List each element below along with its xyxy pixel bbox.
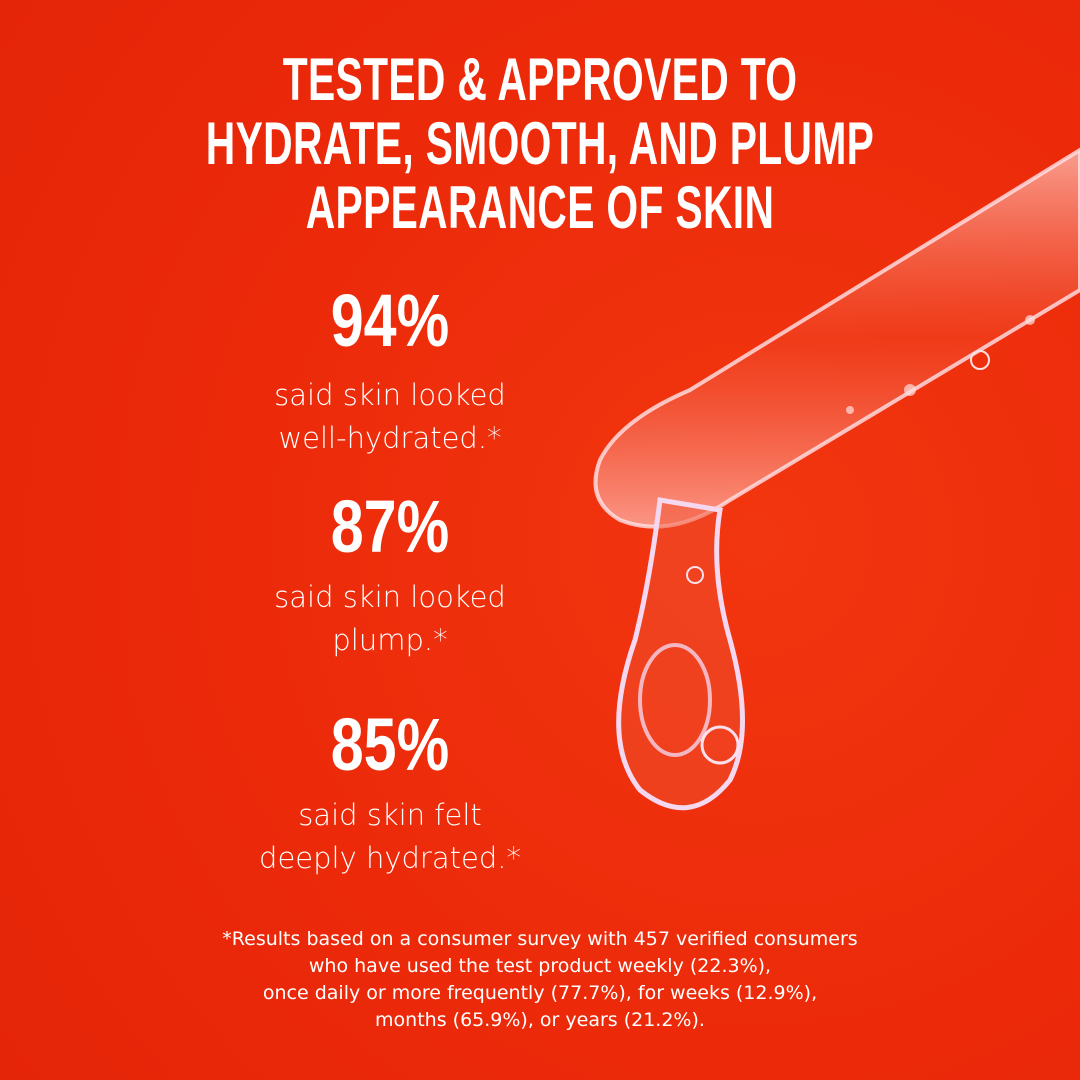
- stat-plump: 87% said skin looked plump.*: [190, 490, 590, 662]
- stat-value: 94%: [330, 279, 450, 362]
- stat-deeply-hydrated: 85% said skin felt deeply hydrated.*: [190, 708, 590, 880]
- stat-value: 87%: [330, 485, 450, 568]
- footnote: *Results based on a consumer survey with…: [222, 928, 858, 1031]
- stat-value: 85%: [330, 703, 450, 786]
- serum-dropper-image: [593, 147, 1080, 811]
- stat-description: said skin felt deeply hydrated.*: [259, 798, 521, 875]
- drop: [616, 497, 745, 811]
- stat-description: said skin looked plump.*: [274, 580, 506, 657]
- headline-line: APPEARANCE OF SKIN: [305, 174, 775, 241]
- headline-line: TESTED & APPROVED TO: [282, 46, 798, 113]
- headline: TESTED & APPROVED TO HYDRATE, SMOOTH, AN…: [0, 48, 1080, 240]
- headline-line: HYDRATE, SMOOTH, AND PLUMP: [205, 110, 875, 177]
- dropper-tube: [593, 147, 1080, 529]
- stat-description: said skin looked well-hydrated.*: [274, 378, 506, 455]
- stat-hydrated: 94% said skin looked well-hydrated.*: [190, 284, 590, 460]
